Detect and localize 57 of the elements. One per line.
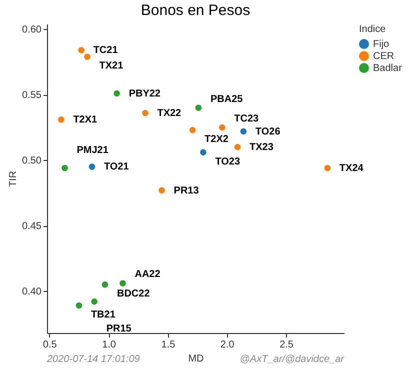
point	[218, 124, 226, 131]
annotation: TX22	[157, 108, 182, 120]
x-tick-label: 1.5	[161, 340, 176, 350]
annotation: TO26	[255, 126, 281, 138]
point	[88, 164, 96, 170]
point	[324, 164, 331, 172]
legend-label: Badlar	[373, 63, 403, 74]
point	[62, 164, 68, 172]
x-tick-label: 2.5	[280, 340, 294, 350]
y-axis-title: TIR	[8, 170, 20, 188]
x-axis-title: MD	[188, 354, 204, 364]
legend-label: CER	[373, 51, 394, 62]
point	[84, 54, 90, 60]
legend-title: Indice	[359, 24, 386, 35]
text: @AxT_ar/@davidce_ar	[240, 354, 345, 365]
point	[91, 298, 98, 305]
annotation: PR13	[174, 185, 200, 196]
annotation: T2X1	[73, 114, 98, 126]
point	[234, 144, 241, 150]
y-tick-label: 0.50	[22, 156, 42, 167]
annotation: TC23	[234, 113, 260, 124]
x-tick-label: 2.0	[220, 340, 235, 350]
annotation: TC21	[93, 45, 118, 56]
point	[195, 104, 202, 111]
annotation: PBY22	[128, 88, 161, 100]
point	[120, 280, 126, 286]
point	[78, 47, 84, 54]
annotation: T2X2	[204, 134, 229, 146]
y-tick-label: 0.45	[22, 221, 42, 232]
point	[102, 281, 108, 288]
point	[76, 302, 82, 309]
y-tick-label: 0.60	[22, 24, 42, 36]
annotation: TO23	[215, 156, 240, 168]
text: 2020-07-14 17:01:09	[46, 354, 140, 365]
point	[189, 126, 196, 134]
annotation: TX21	[99, 60, 124, 72]
point	[158, 187, 165, 194]
annotation: TX24	[339, 163, 364, 174]
x-tick-label: 0.5	[42, 340, 58, 350]
annotation: PR15	[106, 324, 132, 335]
annotation: PMJ21	[76, 145, 109, 156]
legend-label: Fijo	[373, 39, 390, 50]
point	[200, 149, 206, 156]
point	[142, 110, 148, 116]
annotation: TB21	[90, 310, 116, 321]
annotation: TX23	[250, 142, 274, 154]
x-tick-label: 1.0	[102, 340, 116, 350]
point	[58, 116, 64, 123]
point	[240, 128, 247, 135]
point	[114, 90, 120, 97]
annotation: TO21	[104, 162, 130, 173]
annotation: BDC22	[116, 288, 150, 300]
y-tick-label: 0.40	[22, 286, 42, 298]
y-tick-label: 0.55	[22, 90, 42, 102]
annotation: AA22	[134, 269, 161, 280]
annotation: PBA25	[210, 94, 244, 105]
chart-title: Bonos en Pesos	[140, 2, 250, 19]
